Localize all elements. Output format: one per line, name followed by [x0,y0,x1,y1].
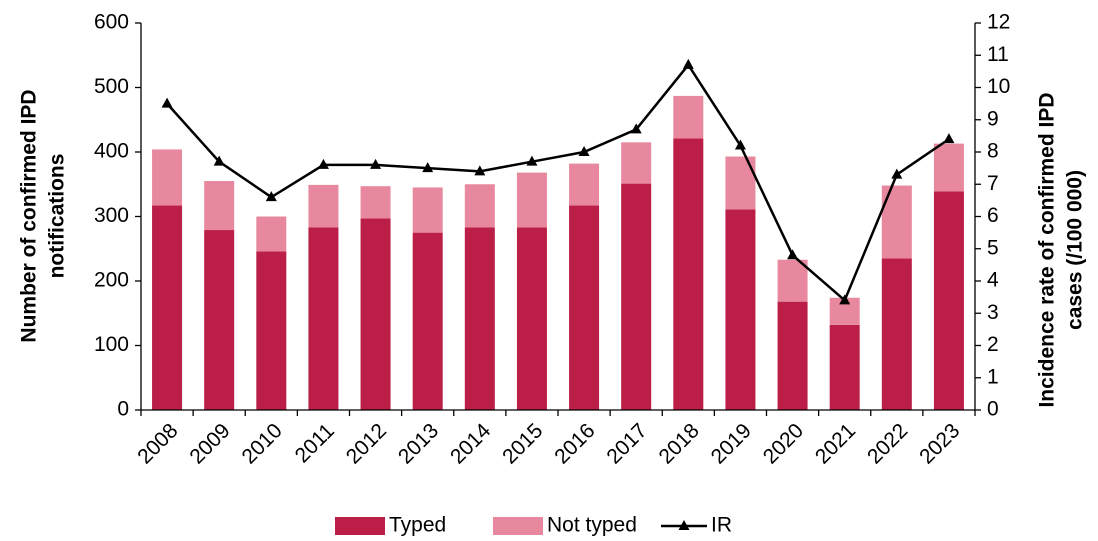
bar [933,191,964,410]
marker [943,133,955,144]
bar [308,184,339,228]
bar [933,143,964,192]
marker [578,146,590,156]
y-tick-label: 500 [94,75,129,98]
y2-tick-label: 5 [987,236,999,259]
bar [152,149,183,206]
bar [308,227,339,410]
bar [464,227,495,410]
y2-tick-label: 1 [987,365,999,388]
bar [412,187,443,233]
x-tick-label: 2020 [759,419,808,468]
x-tick-label: 2018 [654,419,703,468]
legend-swatch [493,517,543,535]
marker [370,158,382,169]
x-tick-label: 2016 [550,419,599,468]
marker [787,249,799,260]
x-tick-label: 2013 [394,419,443,468]
bar [725,209,756,410]
bar [360,186,391,219]
y2-tick-label: 4 [987,269,999,292]
y-tick-label: 200 [94,269,129,292]
marker [422,162,434,173]
y2-tick-label: 9 [987,107,999,130]
bar [829,324,860,410]
marker [474,165,486,176]
y2-tick-label: 3 [987,301,999,324]
legend-label: Typed [389,514,446,537]
y2-tick-label: 10 [987,75,1010,98]
x-tick-label: 2019 [707,419,756,468]
x-tick-label: 2008 [133,419,182,468]
y2-tick-label: 0 [987,398,999,421]
y2-axis-title: Incidence rate of confirmed IPD [1036,92,1059,407]
bar [777,259,808,302]
bar [777,301,808,410]
line [166,62,950,303]
marker [891,168,903,179]
bar [412,232,443,410]
marker [265,191,277,202]
marker [839,294,851,305]
legend-marker [678,520,690,530]
x-tick-label: 2017 [602,419,651,468]
bar [360,218,391,410]
bar [256,216,287,252]
y-axis-title: Number of confirmed IPD [18,89,41,342]
bar [516,172,547,228]
y2-tick-label: 8 [987,140,999,163]
x-tick-label: 2015 [498,419,547,468]
marker [161,97,173,108]
bar [204,181,235,231]
y2-tick-label: 6 [987,204,999,227]
legend-swatch [335,517,385,535]
y-tick-label: 600 [94,11,129,34]
bar [673,138,704,410]
y-tick-label: 300 [94,204,129,227]
marker [682,58,694,69]
x-tick-label: 2012 [342,419,391,468]
bar [464,184,495,228]
y2-tick-label: 12 [987,11,1010,34]
y-tick-label: 400 [94,140,129,163]
bar [725,156,756,210]
x-tick-label: 2014 [446,419,496,469]
legend-label: IR [711,514,732,537]
marker [317,158,329,169]
y-axis-title: notifications [46,154,69,279]
y2-tick-label: 11 [987,43,1009,66]
y2-axis-title: cases (/100 000) [1064,170,1087,330]
bar [673,95,704,139]
y-tick-label: 100 [94,333,129,356]
bar [881,258,912,410]
y2-tick-label: 2 [987,333,999,356]
x-tick-label: 2022 [863,419,912,468]
marker [630,123,642,134]
bar [621,183,652,410]
x-tick-label: 2009 [185,419,234,468]
bar [569,205,600,410]
bar [204,230,235,410]
x-tick-label: 2023 [915,419,964,468]
marker [526,155,538,166]
bar [152,205,183,410]
bar [569,163,600,206]
x-tick-label: 2011 [291,419,339,467]
bar [881,185,912,259]
bar [256,251,287,410]
marker [213,155,225,166]
y-tick-label: 0 [117,398,129,421]
bar [516,227,547,410]
x-tick-label: 2021 [811,419,860,468]
bar [621,142,652,184]
legend-label: Not typed [547,514,637,537]
y2-tick-label: 7 [987,172,999,195]
marker [734,139,746,150]
x-tick-label: 2010 [237,419,286,468]
